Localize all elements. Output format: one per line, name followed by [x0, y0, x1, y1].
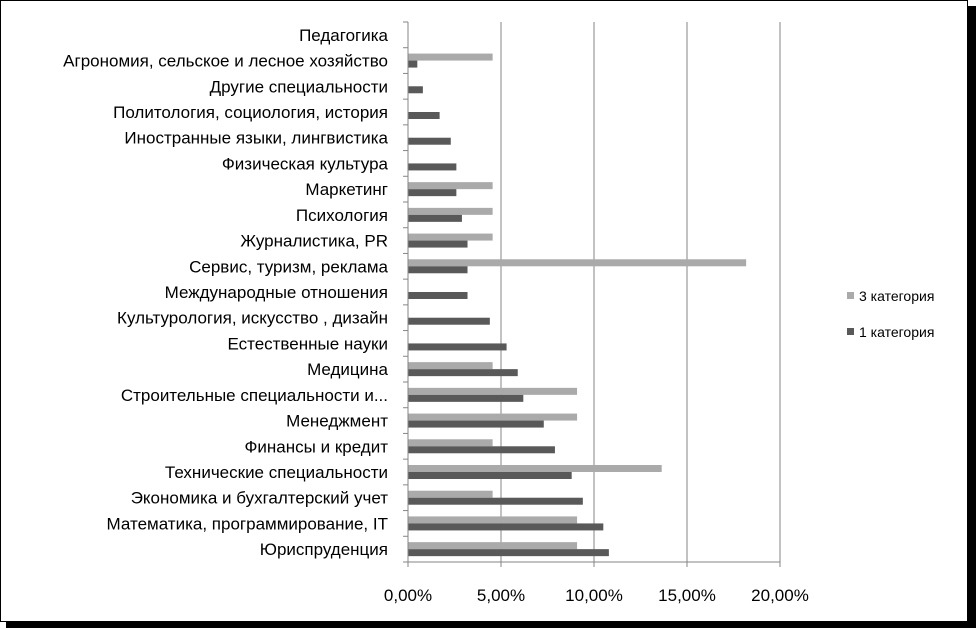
- bar-3-kategoriya: [408, 362, 493, 370]
- bar-1-kategoriya: [408, 369, 518, 377]
- legend-swatch: [847, 328, 854, 335]
- category-label: Маркетинг: [305, 180, 388, 199]
- x-tick-label: 0,00%: [384, 586, 432, 605]
- bar-1-kategoriya: [408, 163, 457, 171]
- bar-1-kategoriya: [408, 137, 451, 145]
- category-label: Иностранные языки, лингвистика: [124, 129, 388, 148]
- legend-swatch: [847, 292, 854, 299]
- category-label: Экономика и бухгалтерский учет: [131, 489, 389, 508]
- bar-1-kategoriya: [408, 343, 507, 351]
- bar-1-kategoriya: [408, 60, 418, 68]
- bar-3-kategoriya: [408, 439, 493, 447]
- x-tick-label: 10,00%: [565, 586, 623, 605]
- category-label: Педагогика: [299, 26, 388, 45]
- category-label: Психология: [296, 206, 388, 225]
- bar-1-kategoriya: [408, 549, 609, 557]
- bar-1-kategoriya: [408, 420, 544, 428]
- bar-1-kategoriya: [408, 240, 468, 248]
- category-label: Культурология, искусство , дизайн: [117, 309, 388, 328]
- category-label: Технические специальности: [165, 463, 388, 482]
- category-labels: Юриспруденция Математика, программировани…: [63, 26, 388, 559]
- bar-3-kategoriya: [408, 259, 747, 267]
- category-label: Другие специальности: [210, 77, 388, 96]
- axes: [403, 21, 781, 567]
- bar-3-kategoriya: [408, 387, 578, 395]
- category-label: Финансы и кредит: [245, 437, 389, 456]
- x-tick-labels: 0,00% 5,00% 10,00% 15,00% 20,00%: [384, 586, 809, 605]
- bar-3-kategoriya: [408, 516, 578, 524]
- bar-1-kategoriya: [408, 523, 604, 531]
- bar-3-kategoriya: [408, 53, 493, 61]
- bar-1-kategoriya: [408, 472, 572, 479]
- category-label: Журналистика, PR: [240, 232, 388, 251]
- bar-1-kategoriya: [408, 266, 468, 274]
- legend: 3 категория 1 категория: [847, 288, 934, 340]
- bar-1-kategoriya: [408, 189, 457, 197]
- category-label: Сервис, туризм, реклама: [189, 257, 388, 276]
- category-label: Физическая культура: [222, 154, 389, 173]
- bar-3-kategoriya: [408, 490, 493, 498]
- category-label: Менеджмент: [286, 412, 388, 431]
- bar-1-kategoriya: [408, 446, 555, 454]
- bar-1-kategoriya: [408, 394, 524, 402]
- bar-1-kategoriya: [408, 86, 423, 94]
- category-label: Математика, программирование, IT: [107, 514, 388, 533]
- bar-1-kategoriya: [408, 112, 440, 119]
- category-label: Юриспруденция: [260, 540, 388, 559]
- category-label: Агрономия, сельское и лесное хозяйство: [63, 52, 388, 71]
- bar-3-kategoriya: [408, 207, 493, 215]
- category-label: Международные отношения: [165, 283, 388, 302]
- bar-3-kategoriya: [408, 233, 493, 241]
- category-label: Политология, социология, история: [113, 103, 388, 122]
- x-tick-label: 15,00%: [658, 586, 716, 605]
- bar-1-kategoriya: [408, 292, 468, 299]
- bar-1-kategoriya: [408, 497, 583, 505]
- bar-1-kategoriya: [408, 317, 490, 325]
- gridlines: [500, 22, 781, 562]
- category-label: Естественные науки: [227, 334, 388, 353]
- bar-3-kategoriya: [408, 182, 493, 190]
- bar-3-kategoriya: [408, 413, 578, 421]
- bars: [408, 53, 747, 557]
- legend-label: 1 категория: [859, 324, 934, 340]
- category-label: Медицина: [307, 360, 388, 379]
- x-tick-label: 5,00%: [477, 586, 525, 605]
- bar-3-kategoriya: [408, 542, 578, 550]
- bar-1-kategoriya: [408, 214, 462, 222]
- legend-label: 3 категория: [859, 288, 934, 304]
- x-tick-label: 20,00%: [751, 586, 809, 605]
- bar-3-kategoriya: [408, 465, 662, 472]
- category-label: Строительные специальности и...: [121, 386, 388, 405]
